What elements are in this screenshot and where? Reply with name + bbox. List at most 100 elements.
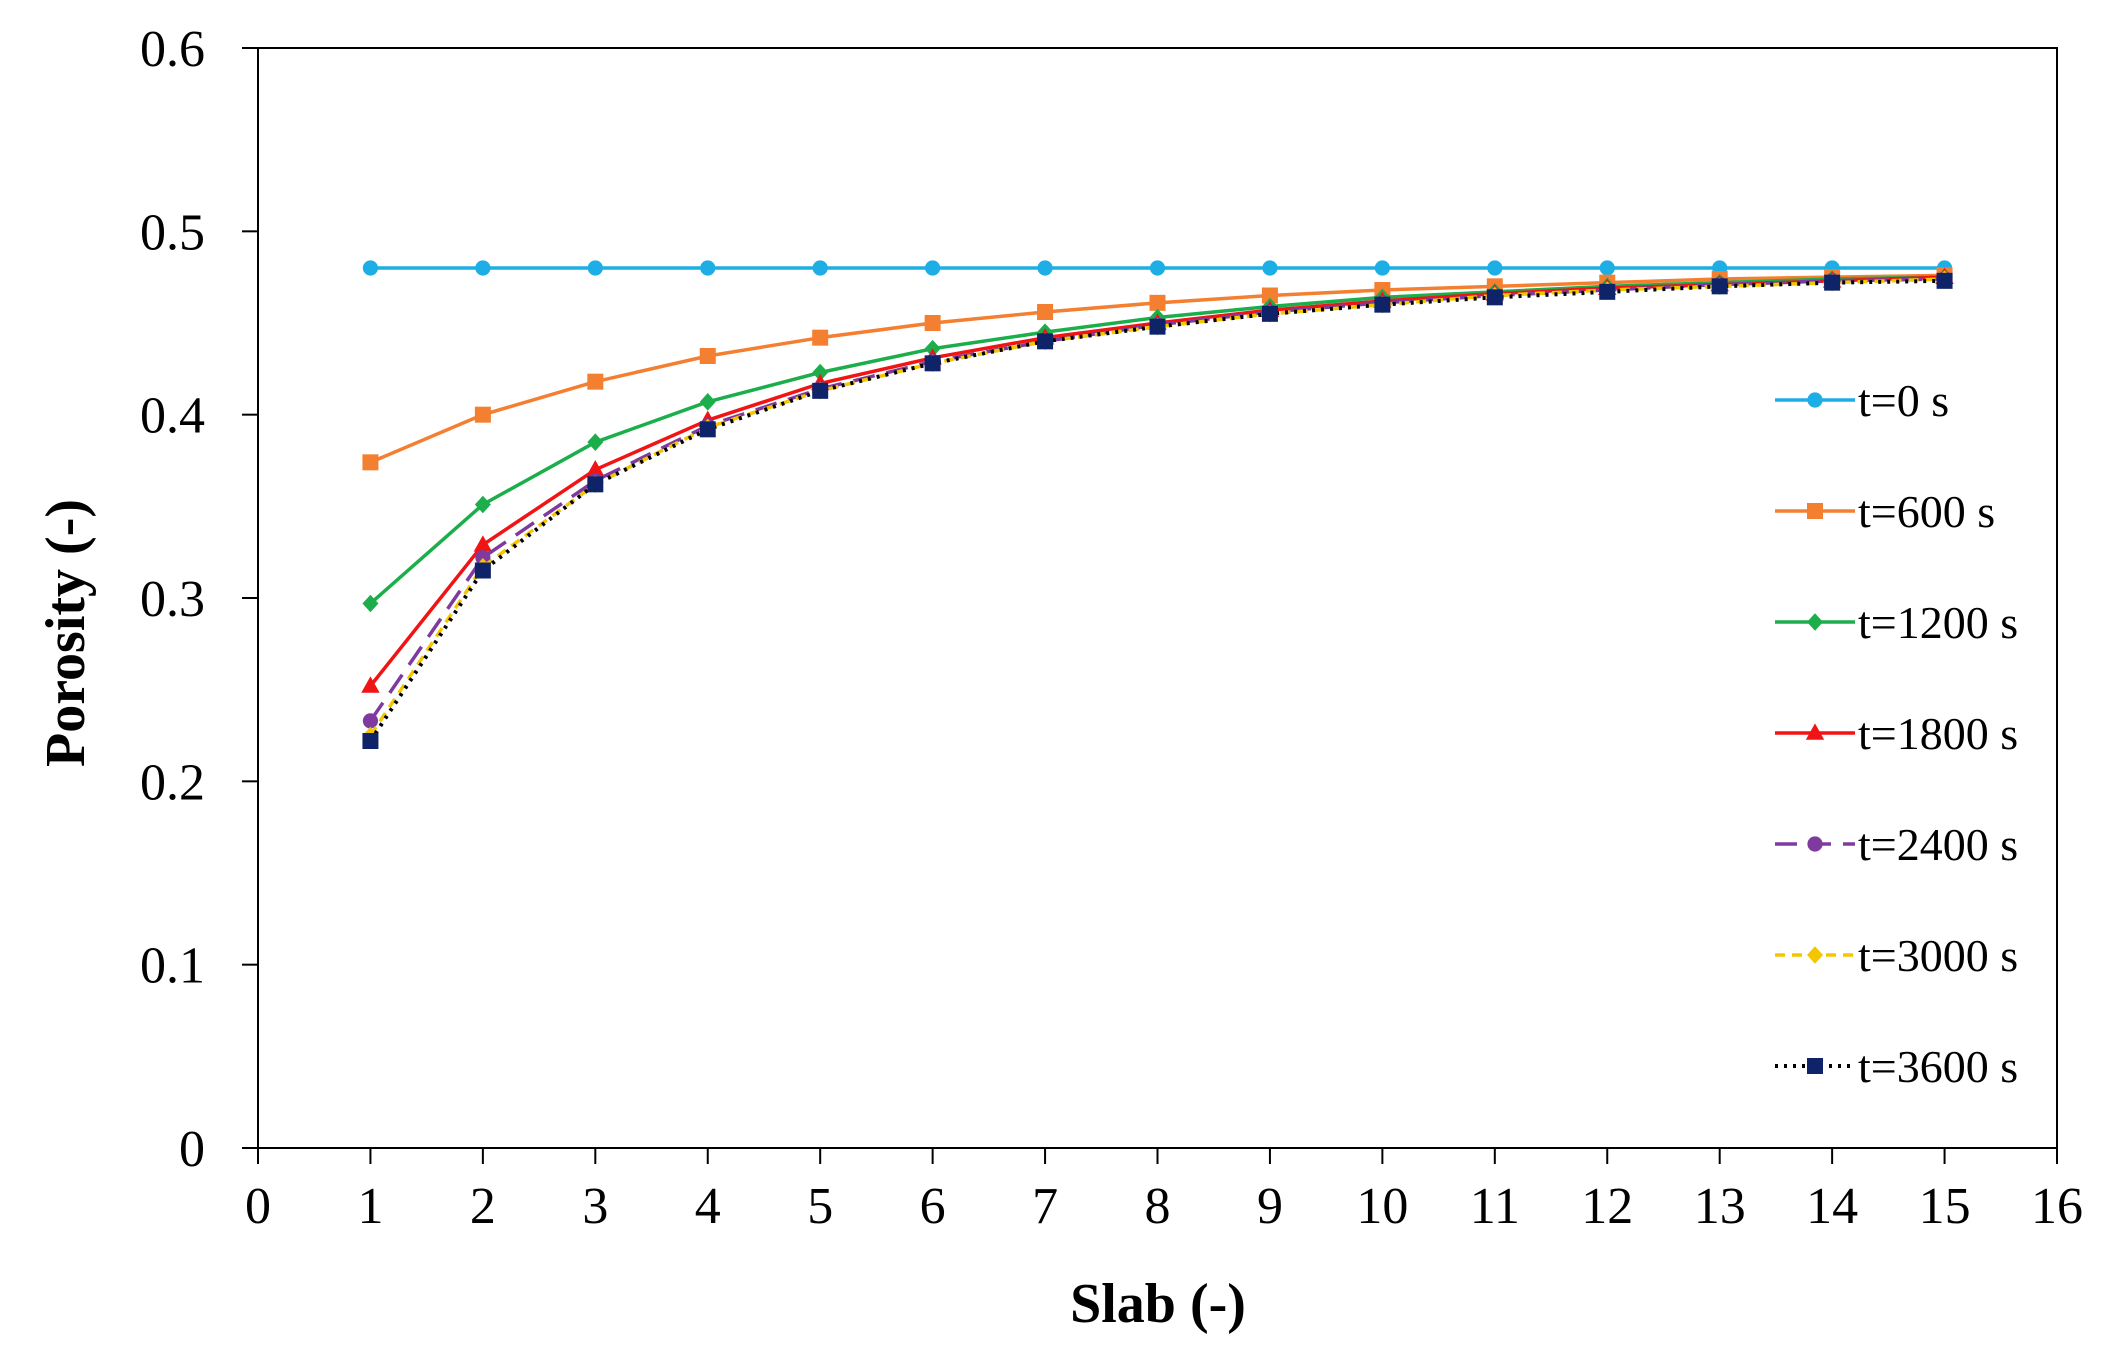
data-point: [587, 373, 604, 390]
data-point: [362, 260, 379, 276]
data-point: [587, 476, 604, 493]
legend-label: t=1800 s: [1858, 708, 2018, 759]
data-point: [699, 421, 716, 438]
data-point: [1037, 260, 1053, 276]
legend-entry: t=1200 s: [1775, 597, 2018, 648]
data-point: [1374, 260, 1390, 276]
data-point: [1149, 318, 1166, 335]
data-point: [587, 433, 604, 451]
x-tick-label: 12: [1581, 1178, 1633, 1235]
y-axis: 0 0.1 0.2 0.3 0.4 0.5 0.6: [140, 21, 258, 1178]
x-tick-label: 2: [470, 1178, 496, 1235]
data-point: [812, 363, 829, 382]
y-tick-label: 0.5: [140, 204, 205, 261]
x-tick-label: 0: [245, 1178, 271, 1235]
data-point: [362, 713, 379, 729]
data-point: [699, 393, 716, 411]
data-point: [1599, 260, 1615, 276]
data-point: [812, 260, 828, 276]
legend-label: t=2400 s: [1858, 819, 2018, 870]
legend-entry: t=2400 s: [1775, 819, 2018, 870]
x-tick-label: 10: [1356, 1178, 1408, 1235]
data-point: [586, 460, 605, 477]
data-point: [473, 535, 493, 552]
legend-marker: [1807, 392, 1823, 408]
y-tick-label: 0.3: [140, 571, 205, 628]
data-point: [362, 733, 379, 749]
data-point: [1936, 272, 1953, 289]
y-tick-label: 0.4: [140, 388, 205, 445]
data-point: [474, 562, 491, 579]
data-point: [1149, 294, 1166, 311]
legend-marker: [1807, 1058, 1823, 1074]
data-point: [362, 454, 379, 471]
series-layer: [361, 260, 1954, 749]
data-point: [475, 260, 491, 276]
x-tick-label: 9: [1257, 1178, 1283, 1235]
legend-entry: t=3600 s: [1775, 1041, 2018, 1092]
y-tick-label: 0.1: [140, 938, 205, 995]
x-tick-label: 16: [2031, 1178, 2083, 1235]
data-point: [474, 495, 491, 514]
legend-label: t=3000 s: [1858, 930, 2018, 981]
data-point: [1374, 296, 1391, 313]
series-t-3600-s: [362, 272, 1953, 749]
x-tick-label: 4: [695, 1178, 721, 1235]
legend-marker: [1805, 723, 1825, 740]
legend-marker: [1807, 946, 1823, 964]
x-tick-label: 15: [1919, 1178, 1971, 1235]
legend-marker: [1807, 503, 1823, 519]
data-point: [924, 355, 941, 372]
data-point: [700, 260, 716, 276]
data-point: [1037, 304, 1054, 320]
x-tick-label: 7: [1032, 1178, 1058, 1235]
legend-marker: [1807, 613, 1823, 631]
x-axis-title: Slab (-): [1070, 1273, 1246, 1335]
data-point: [1261, 305, 1278, 322]
x-tick-label: 5: [807, 1178, 833, 1235]
data-point: [1711, 278, 1728, 295]
data-point: [361, 676, 380, 693]
legend-label: t=600 s: [1858, 486, 1995, 537]
data-point: [475, 550, 491, 566]
legend-entry: t=1800 s: [1775, 708, 2018, 759]
data-point: [812, 382, 829, 399]
data-point: [1262, 260, 1278, 276]
x-tick-label: 3: [582, 1178, 608, 1235]
x-tick-label: 11: [1470, 1178, 1520, 1235]
data-point: [362, 594, 379, 613]
data-point: [1599, 283, 1616, 300]
data-point: [924, 315, 941, 331]
y-tick-label: 0: [179, 1121, 205, 1178]
data-point: [1824, 274, 1841, 291]
x-tick-label: 8: [1145, 1178, 1171, 1235]
data-point: [812, 329, 829, 346]
legend-marker: [1807, 836, 1823, 852]
legend-entry: t=600 s: [1775, 486, 1995, 537]
data-point: [1261, 287, 1278, 304]
legend-label: t=1200 s: [1858, 597, 2018, 648]
data-point: [925, 260, 941, 276]
data-point: [1149, 260, 1166, 276]
data-point: [1486, 289, 1503, 306]
legend: t=0 s t=600 s t=1200 s t=1800 s t=2400 s t=30…: [1775, 375, 2018, 1092]
legend-label: t=0 s: [1858, 375, 1949, 426]
x-tick-label: 14: [1806, 1178, 1858, 1235]
x-tick-label: 6: [920, 1178, 946, 1235]
data-point: [699, 348, 716, 364]
data-point: [587, 260, 603, 276]
legend-entry: t=3000 s: [1775, 930, 2018, 981]
legend-label: t=3600 s: [1858, 1041, 2018, 1092]
x-axis: 0 1 2 3 4 5 6 7 8 9 10 11 12 13 14 15 16: [245, 1148, 2083, 1235]
data-point: [1487, 260, 1503, 276]
series-line: [368, 278, 1945, 743]
y-axis-title: Porosity (-): [35, 499, 97, 767]
data-point: [474, 406, 491, 423]
x-tick-label: 13: [1694, 1178, 1746, 1235]
y-tick-label: 0.2: [140, 754, 205, 811]
legend-entry: t=0 s: [1775, 375, 1949, 426]
data-point: [1037, 333, 1054, 350]
x-tick-label: 1: [357, 1178, 383, 1235]
